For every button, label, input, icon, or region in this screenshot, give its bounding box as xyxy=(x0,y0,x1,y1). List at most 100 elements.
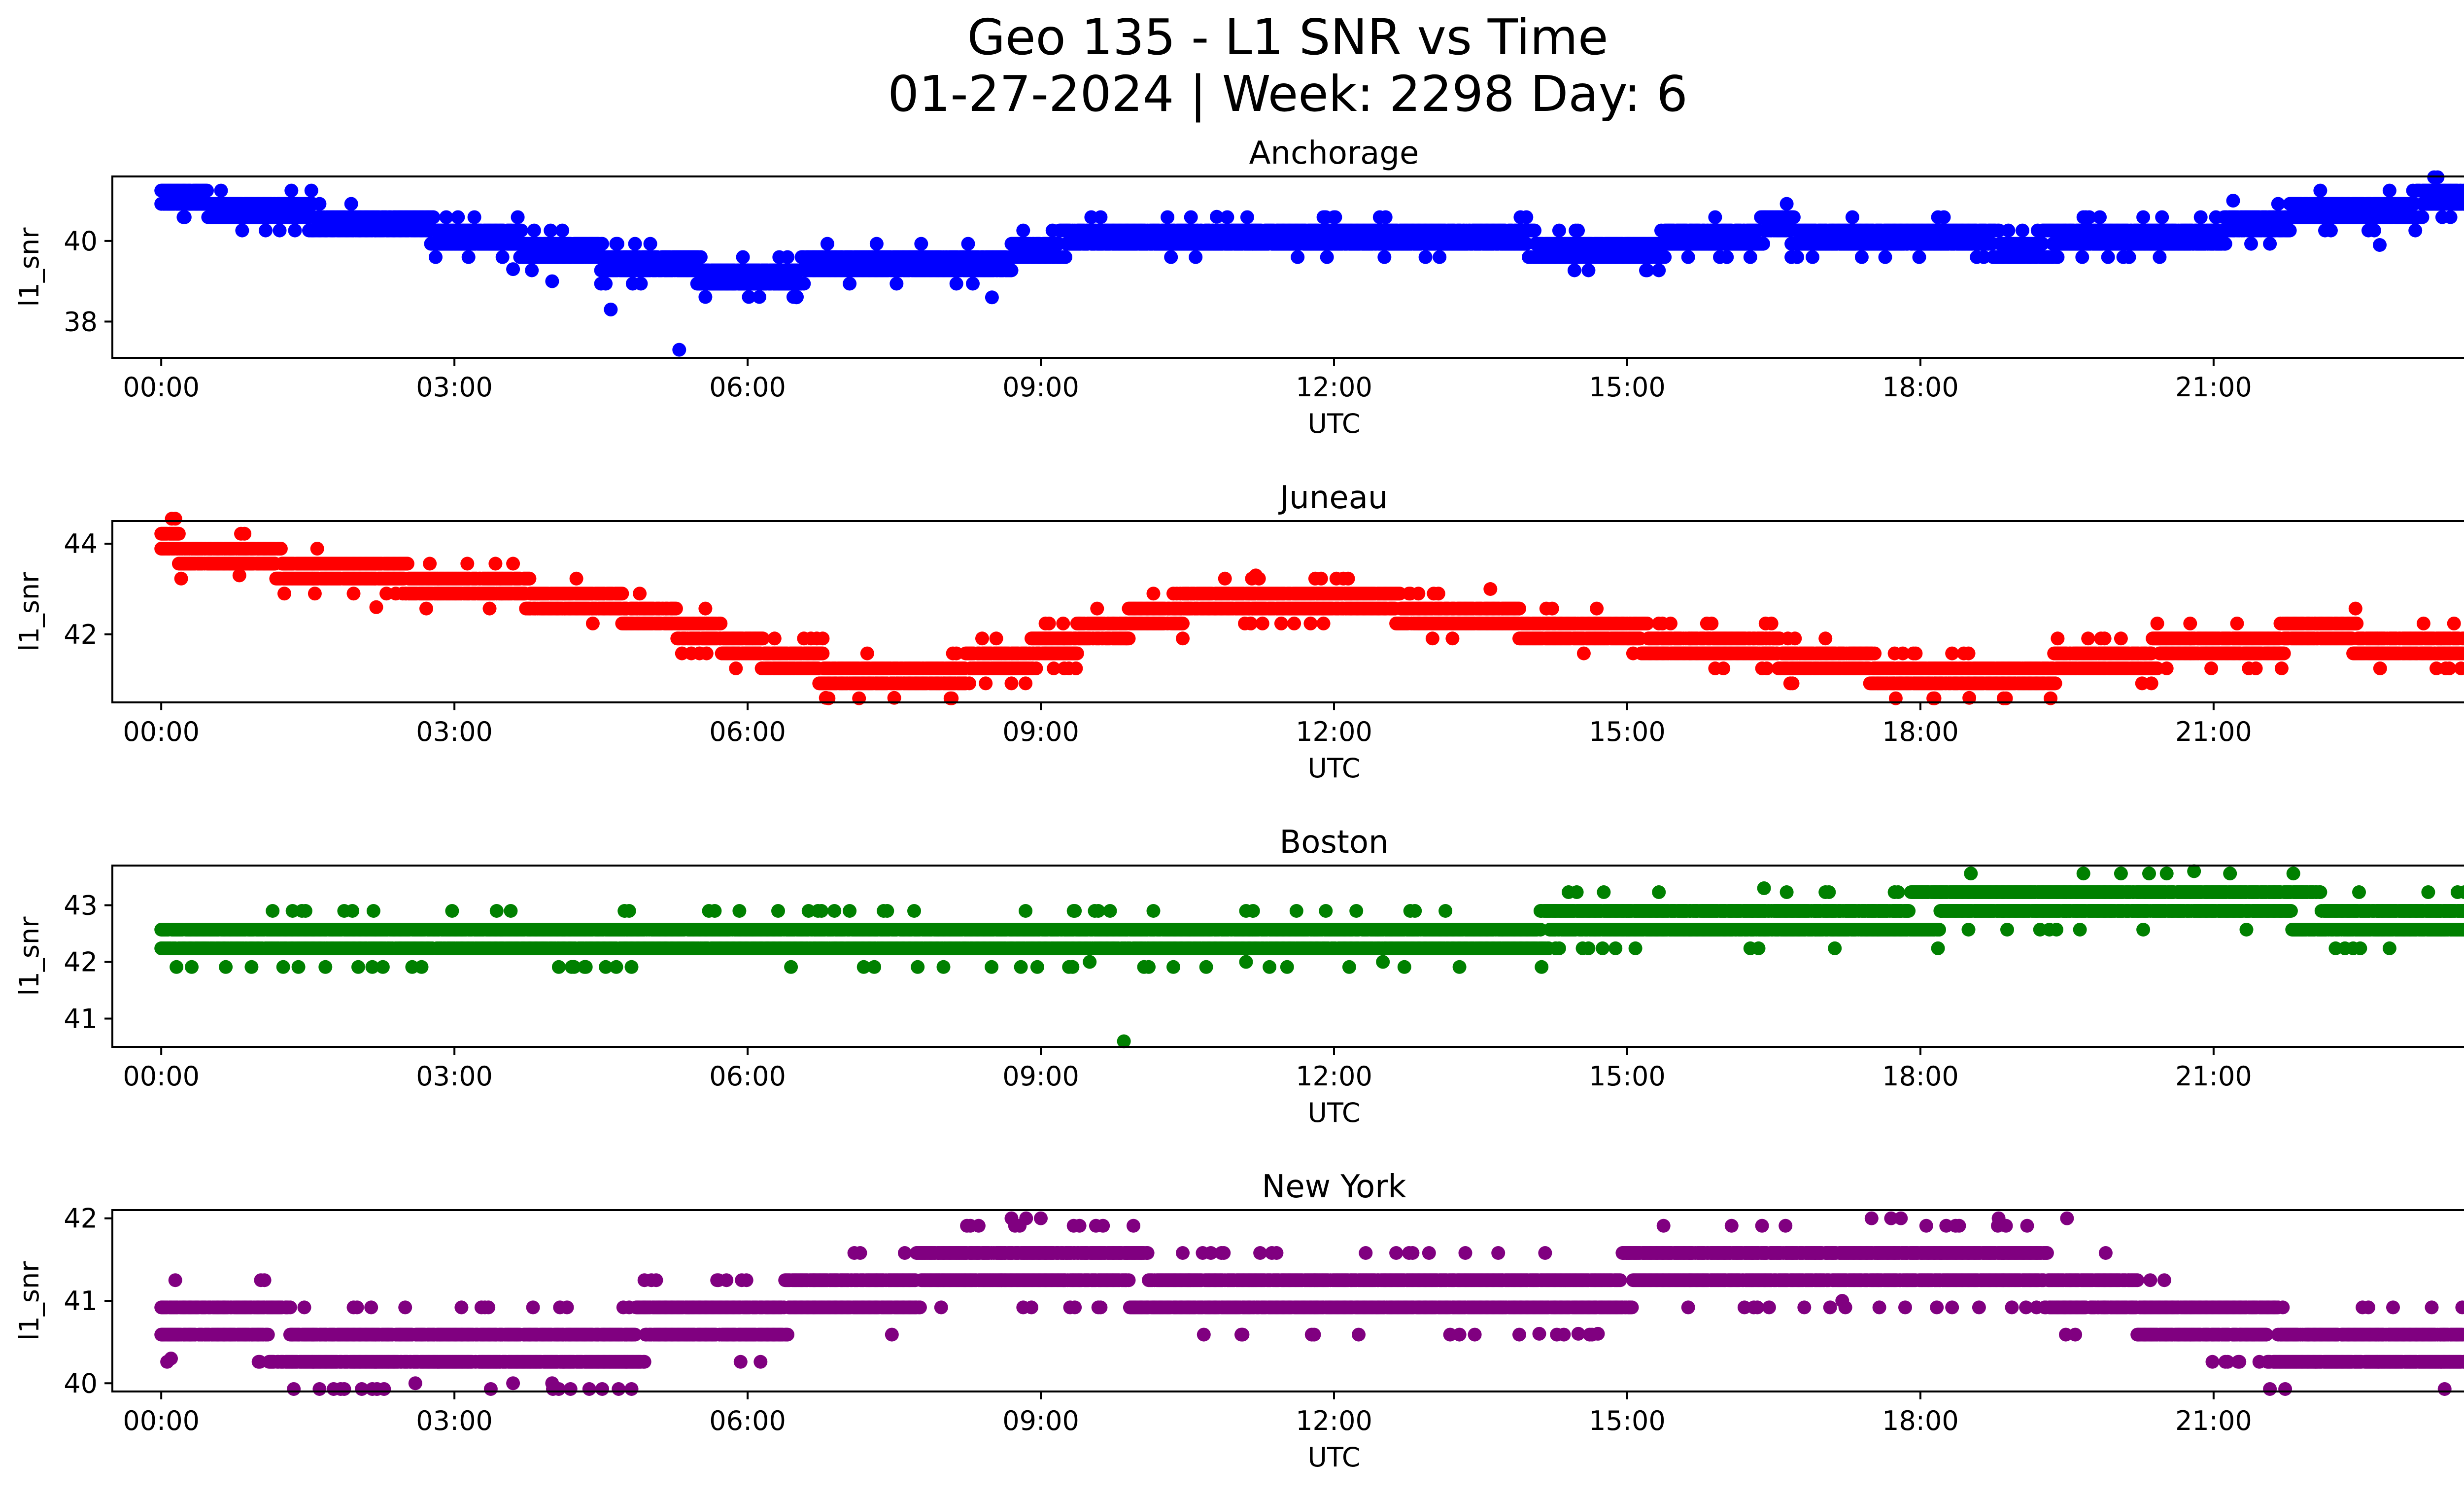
x-tick-label: 00:00 xyxy=(123,372,200,403)
data-point xyxy=(1806,250,1819,264)
data-point xyxy=(1059,250,1072,264)
data-point xyxy=(284,183,299,198)
data-point xyxy=(1912,250,1926,264)
data-point xyxy=(1681,250,1695,264)
data-point-outlier xyxy=(789,290,804,305)
data-point xyxy=(2382,183,2396,198)
data-point xyxy=(273,223,287,238)
data-point xyxy=(310,542,324,556)
data-point xyxy=(610,237,624,251)
data-point xyxy=(1094,210,1108,224)
data-point xyxy=(522,571,537,586)
data-point xyxy=(488,556,503,571)
data-point-outlier xyxy=(1210,209,1224,224)
data-point xyxy=(1658,250,1672,264)
data-point xyxy=(1845,210,1859,224)
data-point xyxy=(460,556,475,571)
data-point xyxy=(752,290,766,304)
data-point xyxy=(544,223,558,238)
data-point xyxy=(628,237,642,251)
data-point xyxy=(615,587,629,601)
y-tick-label: 38 xyxy=(64,306,98,337)
data-point xyxy=(514,223,528,238)
data-point xyxy=(1720,250,1734,264)
data-point xyxy=(890,277,904,291)
x-tick-label: 09:00 xyxy=(1002,372,1079,403)
data-point xyxy=(634,277,648,291)
data-point xyxy=(693,250,708,264)
data-point xyxy=(346,587,361,601)
data-point xyxy=(1164,250,1178,264)
data-point xyxy=(1567,263,1581,278)
data-point xyxy=(699,646,714,661)
data-point xyxy=(1418,250,1433,264)
data-point xyxy=(482,601,497,616)
data-point xyxy=(506,556,520,571)
data-point xyxy=(698,290,713,304)
data-point xyxy=(274,542,288,556)
data-point xyxy=(595,237,609,251)
data-point xyxy=(2001,223,2016,238)
data-point xyxy=(2218,237,2232,251)
data-point xyxy=(2408,223,2423,238)
x-tick-label: 03:00 xyxy=(416,372,493,403)
data-point xyxy=(1790,250,1804,264)
data-point xyxy=(633,587,647,601)
data-point-outlier xyxy=(604,302,618,316)
x-tick-label: 21:00 xyxy=(2175,372,2252,403)
data-point xyxy=(2051,250,2065,264)
axes-frame xyxy=(111,175,2464,359)
subplot-panels: Anchorage 00:00 03:00 06:00 09:00 12:00 15:00 1… xyxy=(14,135,2464,1473)
data-point xyxy=(214,183,228,198)
x-tick-label: 12:00 xyxy=(1296,372,1372,403)
x-tick-label: 06:00 xyxy=(709,372,786,403)
data-point xyxy=(525,263,539,278)
data-point xyxy=(843,277,857,291)
data-point xyxy=(2193,210,2208,224)
data-point xyxy=(1291,250,1305,264)
data-point xyxy=(797,277,811,291)
panel-title: Anchorage xyxy=(1249,135,1419,172)
data-point xyxy=(461,250,476,264)
data-point xyxy=(914,237,928,251)
data-point xyxy=(1937,210,1951,224)
data-point xyxy=(643,237,657,251)
data-point xyxy=(2367,223,2381,238)
data-point xyxy=(419,601,433,616)
y-axis-label: l1_snr xyxy=(14,227,45,307)
data-point xyxy=(2093,210,2107,224)
data-point xyxy=(767,631,782,646)
data-point xyxy=(2263,237,2277,251)
scatter-series xyxy=(154,512,2464,705)
data-point xyxy=(2313,183,2327,198)
x-tick-label: 15:00 xyxy=(1589,372,1666,403)
data-point xyxy=(698,601,713,616)
data-point xyxy=(1240,210,1254,224)
data-point xyxy=(2283,223,2297,238)
data-point xyxy=(1161,210,1175,224)
scatter-series xyxy=(154,170,2464,357)
data-point xyxy=(742,290,756,304)
data-point xyxy=(1004,263,1019,278)
data-point xyxy=(259,223,273,238)
data-point xyxy=(569,571,583,586)
data-point xyxy=(1377,250,1392,264)
data-point xyxy=(2324,223,2338,238)
data-point xyxy=(1780,197,1794,211)
data-point xyxy=(669,601,683,616)
data-point xyxy=(1581,263,1596,278)
data-point xyxy=(2415,210,2430,224)
data-point xyxy=(304,183,318,198)
x-tick-label: 18:00 xyxy=(1882,372,1959,403)
data-point xyxy=(1320,250,1334,264)
data-point xyxy=(2271,197,2285,211)
data-point xyxy=(816,631,830,646)
data-point xyxy=(168,512,182,526)
figure-title-line2: 01-27-2024 | Week: 2298 Day: 6 xyxy=(888,65,1687,123)
data-point xyxy=(1184,210,1198,224)
data-point xyxy=(177,210,192,224)
data-point xyxy=(277,587,291,601)
data-point xyxy=(1786,210,1801,224)
data-point xyxy=(1378,210,1393,224)
